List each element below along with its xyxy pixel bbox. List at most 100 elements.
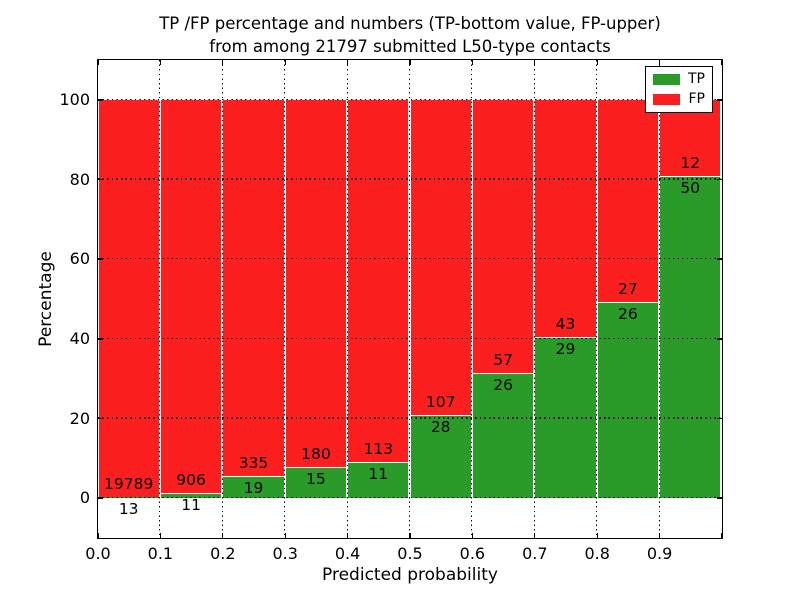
x-tick-label: 0.7 xyxy=(522,544,548,563)
y-axis-label: Percentage xyxy=(36,251,56,347)
tp-bar-segment xyxy=(596,302,660,498)
axis-tick xyxy=(596,533,598,538)
tp-bar-segment xyxy=(659,176,722,498)
axis-tick xyxy=(98,178,103,181)
x-tick-label: 0.9 xyxy=(646,544,673,563)
legend-swatch-icon xyxy=(653,94,680,105)
fp-count-label: 19789 xyxy=(104,475,154,494)
x-axis-label: Predicted probability xyxy=(322,565,498,585)
axis-tick xyxy=(471,60,474,65)
fp-bar-segment xyxy=(347,99,410,463)
fp-count-label: 113 xyxy=(363,440,394,459)
axis-tick xyxy=(159,60,162,65)
y-tick-label: 60 xyxy=(69,249,90,269)
fp-bar-segment xyxy=(596,99,660,303)
x-tick-label: 0.0 xyxy=(85,544,111,563)
plot-area: 19789 13 906 11 335 19 180 15 113 11 107 28 57 26 43 29… xyxy=(96,58,723,539)
axis-tick xyxy=(717,178,722,181)
axis-tick xyxy=(409,533,411,538)
tp-count-label: 13 xyxy=(118,500,139,519)
axis-tick xyxy=(658,60,661,65)
v-gridline xyxy=(533,59,535,538)
v-gridline xyxy=(221,59,223,538)
axis-tick xyxy=(717,99,722,101)
tp-bar-segment xyxy=(347,462,410,498)
v-gridline xyxy=(596,59,598,538)
y-tick-label: 0 xyxy=(79,488,90,508)
y-tick-label: 80 xyxy=(69,169,90,189)
fp-count-label: 180 xyxy=(301,445,331,464)
x-tick-label: 0.2 xyxy=(210,544,236,563)
axis-tick xyxy=(721,533,723,538)
tp-count-label: 26 xyxy=(493,375,513,394)
axis-tick xyxy=(98,497,103,499)
chart-title-line-2: from among 21797 submitted L50-type cont… xyxy=(209,37,611,56)
v-gridline xyxy=(471,59,473,538)
tp-count-label: 11 xyxy=(368,465,389,484)
x-tick-label: 0.1 xyxy=(147,544,174,563)
axis-tick xyxy=(98,258,103,260)
tp-count-label: 28 xyxy=(430,418,451,437)
legend-swatch-icon xyxy=(653,74,680,85)
axis-tick xyxy=(222,60,224,65)
tp-count-label: 11 xyxy=(181,495,201,514)
v-gridline xyxy=(346,59,348,538)
fp-bar-segment xyxy=(534,99,597,338)
fp-bar-segment xyxy=(471,99,535,373)
chart-title: TP /FP percentage and numbers (TP-bottom… xyxy=(88,12,732,58)
axis-tick xyxy=(97,533,99,538)
tp-count-label: 26 xyxy=(618,305,638,324)
axis-tick xyxy=(346,60,349,65)
axis-tick xyxy=(717,258,722,260)
v-gridline xyxy=(408,59,411,538)
fp-count-label: 12 xyxy=(680,154,701,173)
axis-tick xyxy=(222,533,224,538)
tp-bar-segment xyxy=(471,372,535,498)
axis-tick xyxy=(409,60,411,65)
legend-entry-tp: TP xyxy=(653,72,705,87)
fp-count-label: 335 xyxy=(238,454,269,473)
x-tick-label: 0.3 xyxy=(272,544,298,563)
axis-tick xyxy=(98,338,103,340)
tp-count-label: 50 xyxy=(680,179,701,198)
fp-count-label: 107 xyxy=(425,393,456,412)
legend: TP FP xyxy=(645,66,713,113)
y-tick-label: 40 xyxy=(69,328,90,348)
tp-count-label: 29 xyxy=(555,340,576,359)
fp-bar-segment xyxy=(284,99,348,468)
axis-tick xyxy=(717,497,722,499)
fp-bar-segment xyxy=(222,99,285,477)
axis-tick xyxy=(97,60,99,65)
y-tick-label: 20 xyxy=(69,408,90,428)
v-gridline xyxy=(284,59,286,538)
x-tick-label: 0.8 xyxy=(584,544,610,563)
tp-count-label: 15 xyxy=(306,470,326,489)
v-gridline xyxy=(658,59,660,538)
axis-tick xyxy=(98,417,103,420)
axis-tick xyxy=(596,60,598,65)
x-tick-label: 0.5 xyxy=(397,544,423,563)
axis-tick xyxy=(658,533,661,538)
axis-tick xyxy=(284,60,286,65)
fp-count-label: 57 xyxy=(493,350,513,369)
legend-label: TP xyxy=(688,71,705,87)
axis-tick xyxy=(717,338,722,340)
axis-tick xyxy=(471,533,474,538)
axis-tick xyxy=(98,99,103,101)
axis-tick xyxy=(534,60,536,65)
fp-bar-segment xyxy=(159,99,223,493)
tp-count-label: 19 xyxy=(243,479,264,498)
axis-tick xyxy=(717,417,722,420)
fp-bar-segment xyxy=(97,99,160,498)
fp-count-label: 906 xyxy=(176,470,206,489)
legend-label: FP xyxy=(688,91,706,107)
y-tick-label: 100 xyxy=(59,89,90,109)
x-tick-label: 0.6 xyxy=(459,544,486,563)
x-tick-label: 0.4 xyxy=(334,544,361,563)
axis-tick xyxy=(721,60,723,65)
fp-count-label: 43 xyxy=(555,315,576,334)
axis-tick xyxy=(284,533,286,538)
legend-entry-fp: FP xyxy=(653,92,705,107)
v-gridline xyxy=(159,59,161,538)
